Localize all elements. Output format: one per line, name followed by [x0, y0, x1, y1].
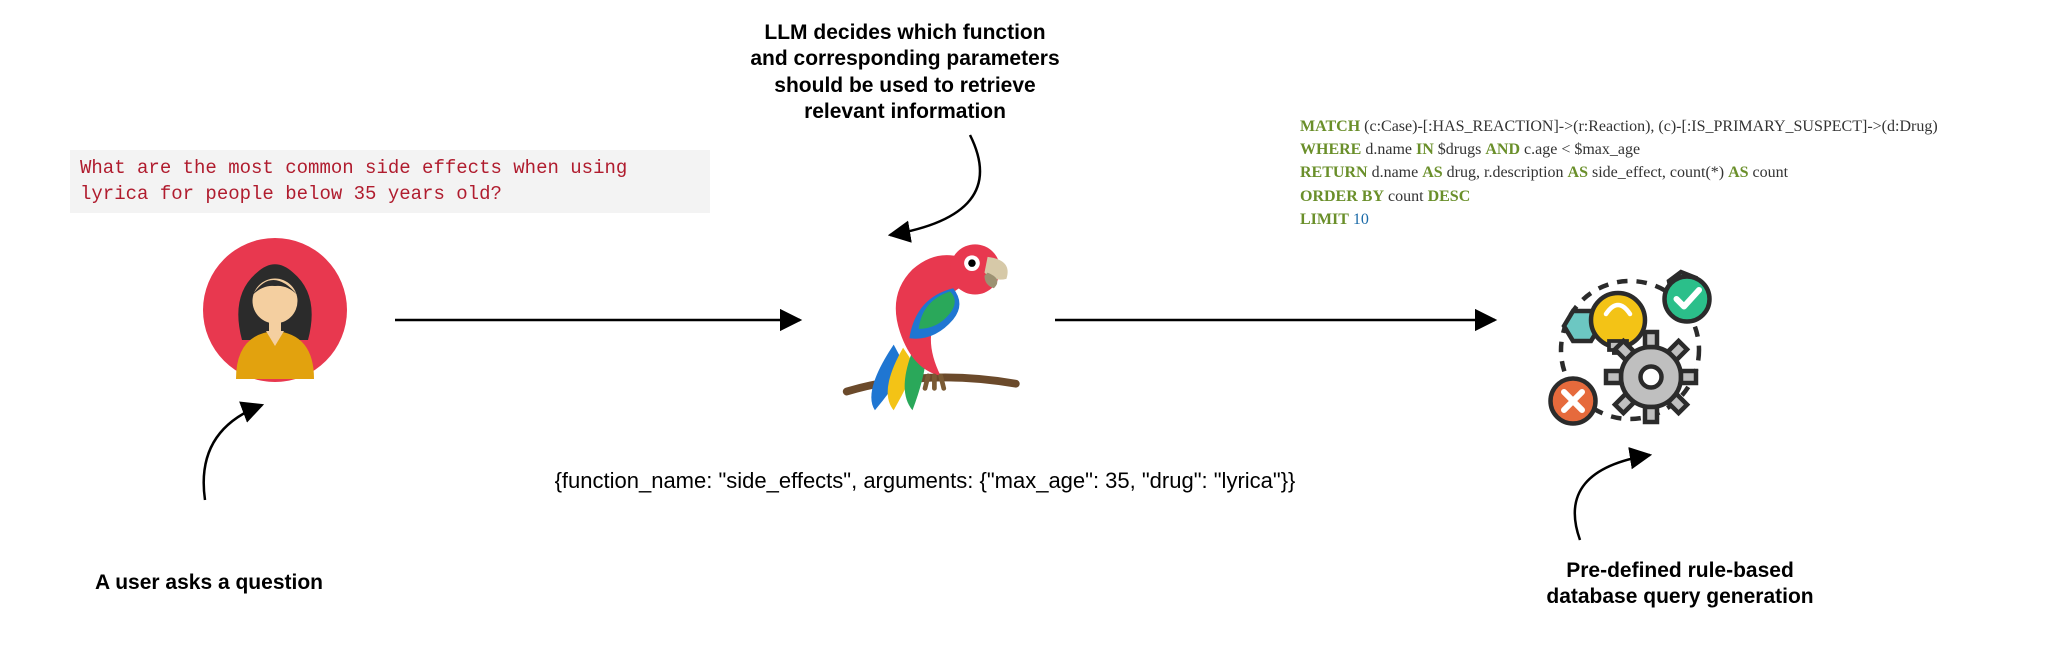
cypher-line-4: ORDER BY count DESC	[1300, 185, 2040, 208]
cypher-l4b: count	[1384, 188, 1428, 205]
kw-desc: DESC	[1428, 188, 1471, 205]
llm-caption-l1: LLM decides which function	[764, 21, 1045, 44]
kw-as1: AS	[1422, 164, 1442, 181]
db-caption-l2: database query generation	[1546, 585, 1813, 608]
cypher-limit-num: 10	[1349, 211, 1369, 228]
kw-orderby: ORDER BY	[1300, 188, 1384, 205]
cypher-l1b: (c:Case)-[:HAS_REACTION]->(r:Reaction), …	[1360, 118, 1938, 135]
cypher-l2f: c.age < $max_age	[1520, 141, 1640, 158]
llm-caption-l3: should be used to retrieve	[774, 74, 1035, 97]
function-call-value: {function_name: "side_effects", argument…	[555, 468, 1296, 493]
db-caption: Pre-defined rule-based database query ge…	[1470, 558, 1890, 611]
question-line-1: What are the most common side effects wh…	[80, 157, 627, 179]
cypher-line-3: RETURN d.name AS drug, r.description AS …	[1300, 161, 2040, 184]
user-avatar-icon	[200, 235, 350, 385]
llm-caption: LLM decides which function and correspon…	[690, 20, 1120, 125]
cypher-line-2: WHERE d.name IN $drugs AND c.age < $max_…	[1300, 138, 2040, 161]
user-caption: A user asks a question	[95, 570, 415, 596]
process-icon	[1540, 260, 1720, 440]
cypher-l3d: drug, r.description	[1443, 164, 1568, 181]
user-question-box: What are the most common side effects wh…	[70, 150, 710, 213]
llm-caption-l2: and corresponding parameters	[750, 47, 1059, 70]
curve-to-parrot-icon	[890, 135, 980, 235]
cypher-l2d: $drugs	[1434, 141, 1486, 158]
cypher-l3h: count	[1749, 164, 1789, 181]
kw-in: IN	[1416, 141, 1434, 158]
cypher-l2b: d.name	[1361, 141, 1416, 158]
cypher-line-1: MATCH (c:Case)-[:HAS_REACTION]->(r:React…	[1300, 115, 2040, 138]
kw-return: RETURN	[1300, 164, 1368, 181]
cypher-l3f: side_effect, count(*)	[1588, 164, 1728, 181]
curve-to-process-icon	[1575, 455, 1650, 540]
cypher-line-5: LIMIT 10	[1300, 208, 2040, 231]
kw-as2: AS	[1568, 164, 1588, 181]
function-call-text: {function_name: "side_effects", argument…	[465, 468, 1385, 494]
kw-where: WHERE	[1300, 141, 1361, 158]
diagram-stage: What are the most common side effects wh…	[0, 0, 2048, 652]
kw-limit: LIMIT	[1300, 211, 1349, 228]
curve-to-user-icon	[204, 405, 262, 500]
kw-match: MATCH	[1300, 118, 1360, 135]
llm-caption-l4: relevant information	[804, 100, 1006, 123]
kw-and: AND	[1485, 141, 1520, 158]
kw-as3: AS	[1728, 164, 1748, 181]
cypher-code-block: MATCH (c:Case)-[:HAS_REACTION]->(r:React…	[1300, 115, 2040, 231]
parrot-icon	[830, 235, 1020, 415]
db-caption-l1: Pre-defined rule-based	[1566, 559, 1794, 582]
question-line-2: lyrica for people below 35 years old?	[80, 183, 502, 205]
user-caption-text: A user asks a question	[95, 571, 323, 594]
cypher-l3b: d.name	[1368, 164, 1423, 181]
